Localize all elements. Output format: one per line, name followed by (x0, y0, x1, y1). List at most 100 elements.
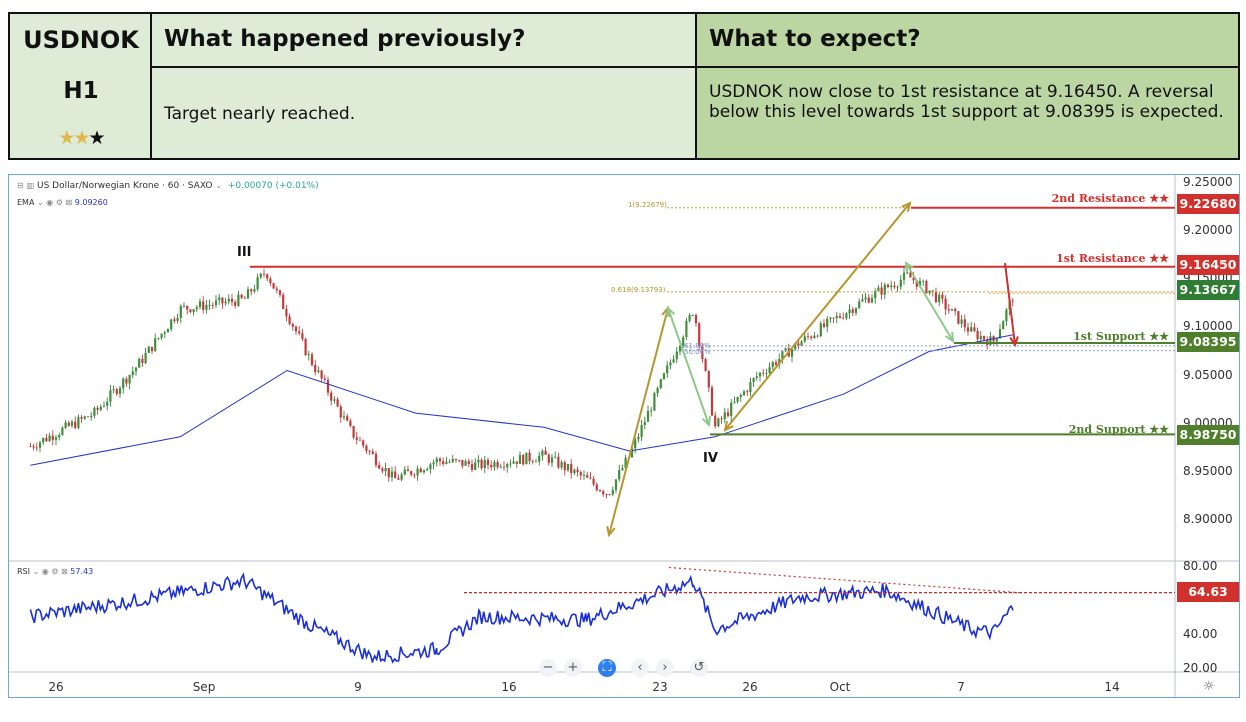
candle-body (118, 388, 122, 394)
candle-body (595, 484, 598, 491)
candle-body (515, 461, 518, 464)
chevron-down-icon[interactable]: ⌄ (215, 181, 223, 190)
reset-chart-button[interactable]: ↺ (690, 659, 708, 677)
expected-move-arrow-head (1009, 336, 1019, 348)
candle-body (630, 448, 634, 458)
candle-body (973, 327, 976, 331)
candle-body (490, 464, 493, 468)
date-tick: 7 (957, 680, 965, 694)
candle-body (61, 427, 64, 435)
candle-body (726, 412, 730, 417)
zoom-out-button[interactable]: − (539, 659, 557, 677)
candle-body (416, 468, 419, 476)
candle-body (614, 479, 618, 490)
candle-body (890, 285, 893, 288)
candle-body (285, 308, 288, 317)
wave-arrow-a-head (701, 415, 712, 428)
candle-body (650, 410, 653, 412)
candle-body (563, 462, 566, 471)
expect-body-cell: USDNOK now close to 1st resistance at 9.… (697, 68, 1238, 158)
candle-body (70, 421, 74, 426)
candle-body (419, 468, 422, 473)
candle-body (38, 442, 42, 448)
candle-body (928, 290, 931, 294)
candle-body (723, 412, 726, 420)
collapse-icon[interactable]: ⊟ (17, 181, 24, 190)
candle-body (45, 437, 48, 442)
candle-body (166, 329, 170, 333)
date-tick: 14 (1104, 680, 1120, 694)
chart-legend: ⊟ ▥ US Dollar/Norwegian Krone · 60 · SAX… (17, 181, 319, 191)
gear-icon[interactable]: ☼ (1203, 679, 1215, 694)
candle-body (99, 406, 102, 410)
candle-body (93, 408, 96, 416)
candle-body (67, 422, 70, 426)
candle-body (797, 343, 800, 347)
fib-618pct-label: 61.80% (684, 342, 711, 350)
chart-canvas[interactable] (9, 175, 1240, 698)
close-icon[interactable]: ⊠ (61, 567, 68, 576)
candle-body (682, 337, 685, 346)
candle-body (851, 309, 854, 313)
candle-body (371, 451, 374, 455)
candle-body (51, 435, 54, 440)
candle-body (362, 440, 365, 446)
eye-icon[interactable]: ◉ (46, 198, 54, 207)
price-chart-panel[interactable]: ⊟ ▥ US Dollar/Norwegian Krone · 60 · SAX… (8, 174, 1240, 698)
chevron-down-icon[interactable]: ⌄ (32, 567, 40, 576)
candle-body (205, 305, 208, 310)
candle-body (749, 381, 752, 393)
candle-body (694, 315, 698, 324)
candle-body (147, 346, 150, 353)
candle-body (982, 336, 986, 340)
ema-label[interactable]: EMA (17, 198, 35, 207)
candle-body (592, 478, 595, 485)
close-icon[interactable]: ⊠ (65, 198, 73, 207)
previous-header-cell: What happened previously? (152, 14, 697, 68)
candle-body (461, 460, 464, 466)
candle-body (42, 437, 45, 443)
scroll-right-button[interactable]: › (656, 659, 674, 677)
chevron-down-icon[interactable]: ⌄ (36, 198, 44, 207)
candle-body (733, 401, 736, 403)
candle-body (909, 272, 912, 278)
candle-body (365, 445, 368, 451)
interval-label[interactable]: 60 (167, 181, 180, 191)
wave-iv-label: IV (703, 451, 718, 466)
candle-body (691, 315, 694, 316)
candle-body (157, 337, 160, 339)
candle-body (445, 461, 448, 464)
candle-body (806, 336, 810, 338)
candle-body (810, 336, 813, 339)
wave-arrow-a (667, 307, 710, 426)
fib-50pct-label: 50.00% (684, 348, 711, 356)
settings-icon[interactable]: ⚙ (55, 198, 63, 207)
rsi-label[interactable]: RSI (17, 567, 30, 576)
candle-body (480, 459, 483, 469)
candle-body (128, 375, 131, 384)
candle-body (163, 332, 166, 334)
candle-body (240, 294, 243, 298)
candle-body (662, 373, 666, 380)
candle-body (762, 372, 765, 374)
settings-icon[interactable]: ⚙ (51, 567, 59, 576)
candle-body (138, 358, 141, 368)
candle-body (458, 459, 461, 461)
instrument-name[interactable]: US Dollar/Norwegian Krone (37, 181, 160, 191)
candle-body (237, 294, 240, 306)
candle-body (822, 323, 826, 327)
wave-arrow-b (905, 262, 954, 342)
fit-screen-button[interactable]: ⛶ (598, 659, 616, 677)
candle-body (858, 301, 861, 309)
zoom-in-button[interactable]: + (564, 659, 582, 677)
candle-body (451, 459, 454, 462)
candle-body (861, 299, 864, 302)
candle-body (29, 446, 32, 448)
previous-text: Target nearly reached. (164, 104, 356, 124)
candle-body (979, 336, 982, 340)
candle-body (755, 376, 758, 379)
scroll-left-button[interactable]: ‹ (631, 659, 649, 677)
eye-icon[interactable]: ◉ (41, 567, 49, 576)
candle-body (560, 462, 563, 468)
star-filled-icon: ★ (73, 127, 90, 149)
